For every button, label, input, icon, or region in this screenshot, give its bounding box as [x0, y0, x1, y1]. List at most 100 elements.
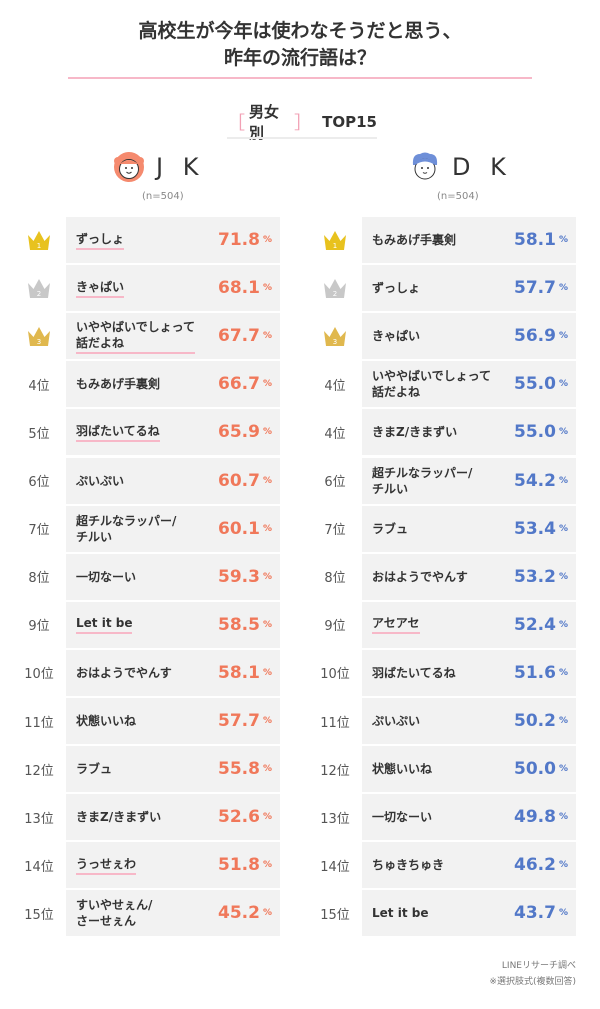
dk-rank-3: 3	[310, 313, 360, 359]
dk-table-row: ずっしょ 57.7%	[362, 265, 576, 312]
percent-sign: %	[262, 283, 272, 294]
percent-sign: %	[558, 427, 568, 438]
jk-percent-value: 65.9%	[218, 422, 272, 443]
dk-term-label: いややばいでしょって 話だよね	[372, 369, 492, 400]
dk-term-label: 超チルなラッパー/チルい	[372, 465, 473, 496]
dk-rank-5: 4位	[324, 426, 346, 442]
jk-table-row: いややばいでしょって 話だよね 67.7%	[66, 313, 280, 360]
percent-sign: %	[558, 619, 568, 630]
crown-rank-number: 3	[37, 338, 41, 346]
crown-icon: 2	[28, 279, 50, 299]
percent-sign: %	[558, 716, 568, 726]
percent-sign: %	[558, 667, 568, 678]
jk-percent-value: 58.1%	[218, 662, 272, 683]
jk-term-label: ぷいぷい	[76, 473, 125, 488]
dk-percent-value: 58.1%	[514, 230, 568, 250]
jk-percent-value: 68.1%	[218, 278, 272, 299]
dk-table-row: ラブュ 53.4%	[362, 505, 576, 552]
crown-rank-number: 2	[37, 290, 41, 298]
title-line-1: 高校生が今年は使わなそうだと思う、	[138, 20, 462, 42]
jk-percent-value: 45.2%	[218, 903, 272, 924]
dk-term-label: ずっしょ	[372, 281, 421, 296]
jk-percent-value: 60.7%	[218, 470, 272, 491]
dk-table-row: 状態いいね 50.0%	[362, 746, 576, 793]
dk-rank-6: 6位	[324, 475, 346, 490]
jk-table-row: 羽ばたいてるね 65.9%	[66, 409, 280, 456]
dk-term-label: きゃぱい	[372, 329, 421, 344]
percent-sign: %	[262, 619, 272, 630]
dk-percent-value: 49.8%	[514, 807, 568, 828]
dk-term-label: もみあげ手裏剣	[372, 233, 457, 247]
percent-sign: %	[262, 523, 272, 534]
jk-rank-8: 8位	[28, 571, 50, 587]
dk-term-label: アセアセ	[372, 602, 512, 648]
dk-table-row: 超チルなラッパー/チルい 54.2%	[362, 457, 576, 504]
jk-percent-value: 52.6%	[218, 807, 272, 828]
dk-table-row: もみあげ手裏剣 58.1%	[362, 217, 576, 263]
dk-term-label: 羽ばたいてるね	[372, 665, 456, 680]
dk-header: D K	[408, 150, 512, 184]
jk-table-row: もみあげ手裏剣 66.7%	[66, 361, 280, 408]
crown-icon: 3	[324, 327, 346, 347]
percent-sign: %	[262, 235, 272, 245]
dk-percent-value: 55.0%	[514, 422, 568, 443]
jk-percent-value: 67.7%	[218, 326, 272, 347]
dk-table-row: きゃぱい 56.9%	[362, 313, 576, 360]
dk-term-label: ちゅきちゅき	[372, 858, 445, 873]
dk-percent-value: 53.2%	[514, 566, 568, 587]
percent-sign: %	[558, 860, 568, 871]
jk-header: J K	[112, 150, 204, 184]
percent-sign: %	[558, 523, 568, 534]
dk-percent-value: 57.7%	[514, 278, 568, 299]
jk-term-label: おはようでやんす	[76, 665, 172, 680]
jk-rank-13: 13位	[24, 811, 54, 827]
dk-term-label: おはようでやんす	[372, 569, 468, 584]
jk-name: J K	[156, 153, 205, 181]
dk-percent-value: 54.2%	[514, 470, 568, 491]
crown-icon: 1	[324, 231, 346, 250]
jk-rank-4: 4位	[28, 378, 50, 394]
dk-table-row: Let it be 43.7%	[362, 890, 576, 937]
dk-rank-11: 11位	[320, 715, 350, 731]
jk-table-row: ラブュ 55.8%	[66, 746, 280, 793]
jk-rank-5: 5位	[28, 426, 50, 442]
title-underline	[68, 77, 532, 79]
percent-sign: %	[558, 283, 568, 294]
dk-percent-value: 50.2%	[514, 711, 568, 731]
percent-sign: %	[262, 667, 272, 678]
jk-term-label: ずっしょ	[76, 217, 216, 263]
dk-rank-12: 12位	[320, 763, 350, 779]
dk-rank-15: 15位	[320, 907, 350, 923]
dk-table-row: いややばいでしょって 話だよね 55.0%	[362, 361, 576, 408]
jk-percent-value: 55.8%	[218, 759, 272, 780]
dk-percent-value: 55.0%	[514, 374, 568, 395]
question-note: ※選択肢式(複数回答)	[489, 977, 576, 987]
dk-table-row: ちゅきちゅき 46.2%	[362, 842, 576, 889]
percent-sign: %	[558, 908, 568, 919]
jk-rank-3: 3	[14, 313, 64, 359]
chart-title: 高校生が今年は使わなそうだと思う、 昨年の流行語は？	[0, 18, 600, 72]
crown-rank-number: 3	[333, 338, 337, 346]
crown-icon: 3	[28, 327, 50, 347]
jk-term-label: ラブュ	[76, 762, 113, 777]
jk-n: (n=504)	[142, 191, 184, 202]
jk-term-label: きゃぱい	[76, 265, 216, 311]
jk-percent-value: 57.7%	[218, 711, 272, 731]
jk-term-label: いややばいでしょって 話だよね	[76, 313, 216, 359]
percent-sign: %	[262, 764, 272, 775]
jk-table-row: すいやせぇん/さーせぇん 45.2%	[66, 890, 280, 937]
jk-term-label: うっせぇわ	[76, 842, 216, 888]
dk-term-label: 状態いいね	[372, 762, 433, 777]
percent-sign: %	[558, 379, 568, 390]
dk-table-row: ぷいぷい 50.2%	[362, 698, 576, 744]
dk-percent-value: 46.2%	[514, 855, 568, 876]
dk-name: D K	[452, 153, 512, 181]
jk-table-row: Let it be 58.5%	[66, 601, 280, 648]
dk-percent-value: 53.4%	[514, 518, 568, 539]
dk-rank-14: 14位	[320, 859, 350, 875]
subtitle-bracket-open: ［	[227, 113, 245, 134]
jk-rank-2: 2	[14, 265, 64, 311]
dk-rank-7: 7位	[324, 523, 346, 539]
jk-table-row: ぷいぷい 60.7%	[66, 457, 280, 504]
percent-sign: %	[262, 331, 272, 342]
